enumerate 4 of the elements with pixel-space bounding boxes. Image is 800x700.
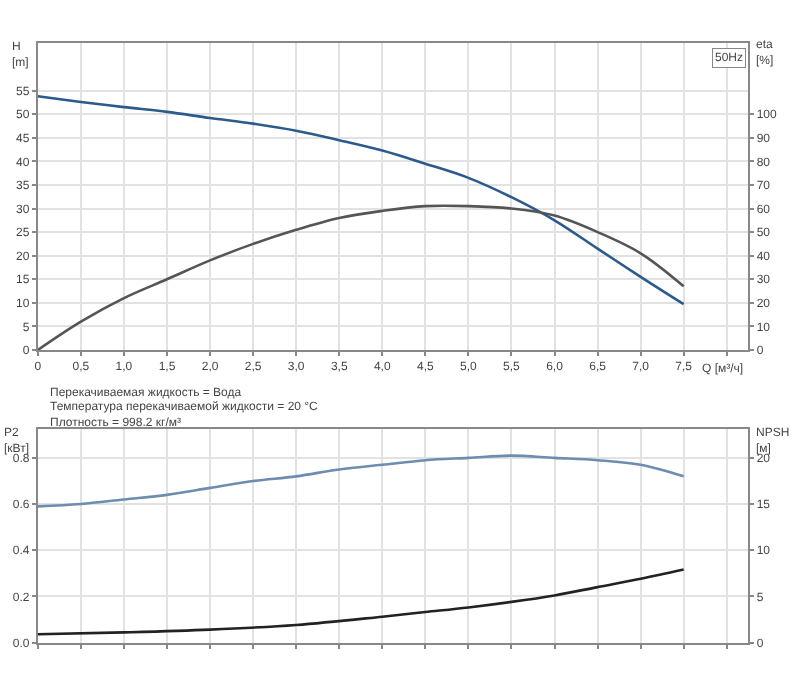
line-series: [37, 204, 685, 350]
line-series: [37, 454, 685, 508]
line-series: [37, 568, 685, 636]
line-series: [37, 95, 685, 306]
